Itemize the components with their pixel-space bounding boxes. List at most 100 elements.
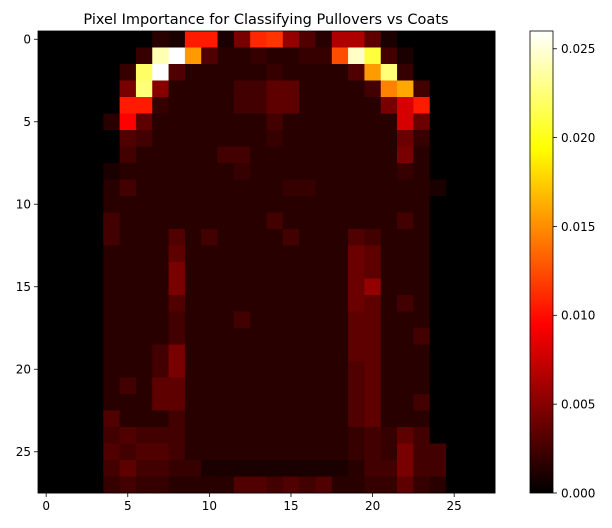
- heatmap-cell: [184, 31, 202, 48]
- heatmap-cell: [152, 295, 169, 312]
- heatmap-cell: [282, 427, 300, 444]
- heatmap-cell: [429, 64, 447, 81]
- heatmap-cell: [331, 460, 349, 477]
- heatmap-cell: [364, 394, 382, 411]
- heatmap-cell: [184, 196, 202, 213]
- heatmap-cell: [315, 64, 333, 81]
- heatmap-cell: [348, 130, 365, 147]
- heatmap-cell: [299, 146, 316, 164]
- heatmap-cell: [70, 179, 88, 197]
- heatmap-cell: [331, 47, 349, 65]
- heatmap-cell: [348, 262, 365, 279]
- heatmap-cell: [86, 394, 104, 411]
- heatmap-cell: [152, 476, 169, 494]
- heatmap-cell: [119, 278, 137, 296]
- heatmap-cell: [380, 344, 398, 362]
- heatmap-cell: [38, 361, 55, 378]
- heatmap-cell: [478, 410, 496, 428]
- heatmap-cell: [103, 80, 121, 98]
- heatmap-cell: [152, 278, 169, 296]
- heatmap-cell: [103, 130, 121, 147]
- heatmap-cell: [233, 47, 251, 65]
- heatmap-cell: [364, 97, 382, 114]
- heatmap-cell: [446, 295, 463, 312]
- heatmap-cell: [135, 344, 153, 362]
- heatmap-cell: [135, 476, 153, 494]
- heatmap-cell: [348, 460, 365, 477]
- heatmap-cell: [233, 443, 251, 461]
- heatmap-cell: [397, 196, 414, 213]
- heatmap-cell: [364, 113, 382, 131]
- heatmap-cell: [380, 427, 398, 444]
- heatmap-cell: [462, 361, 480, 378]
- heatmap-cell: [478, 361, 496, 378]
- heatmap-cell: [364, 47, 382, 65]
- heatmap-cell: [299, 179, 316, 197]
- heatmap-cell: [315, 427, 333, 444]
- heatmap-cell: [217, 262, 235, 279]
- heatmap-cell: [152, 361, 169, 378]
- heatmap-cell: [299, 97, 316, 114]
- heatmap-cell: [397, 410, 414, 428]
- heatmap-cell: [446, 64, 463, 81]
- heatmap-cell: [331, 113, 349, 131]
- heatmap-cell: [380, 460, 398, 477]
- heatmap-cell: [70, 295, 88, 312]
- heatmap-cell: [54, 146, 72, 164]
- heatmap-cell: [380, 476, 398, 494]
- heatmap-cell: [152, 212, 169, 230]
- heatmap-cell: [478, 394, 496, 411]
- heatmap-cell: [70, 146, 88, 164]
- heatmap-cell: [331, 245, 349, 263]
- heatmap-cell: [168, 163, 186, 180]
- heatmap-cell: [299, 344, 316, 362]
- heatmap-cell: [299, 212, 316, 230]
- heatmap-cell: [315, 410, 333, 428]
- heatmap-cell: [478, 47, 496, 65]
- heatmap-cell: [348, 64, 365, 81]
- chart-title: Pixel Importance for Classifying Pullove…: [83, 12, 448, 28]
- heatmap-cell: [364, 262, 382, 279]
- x-tick-label: 10: [202, 499, 217, 513]
- heatmap-cell: [168, 460, 186, 477]
- heatmap-cell: [70, 262, 88, 279]
- heatmap-cell: [103, 377, 121, 395]
- heatmap-cell: [119, 130, 137, 147]
- heatmap-cell: [266, 196, 284, 213]
- heatmap-cell: [364, 427, 382, 444]
- heatmap-cell: [462, 476, 480, 494]
- heatmap-cell: [299, 262, 316, 279]
- heatmap-cell: [299, 443, 316, 461]
- heatmap-cell: [364, 460, 382, 477]
- heatmap-cell: [217, 443, 235, 461]
- heatmap-cell: [282, 443, 300, 461]
- heatmap-cell: [380, 80, 398, 98]
- heatmap-cell: [250, 443, 267, 461]
- heatmap-cell: [135, 361, 153, 378]
- heatmap-cell: [70, 163, 88, 180]
- heatmap-cell: [86, 344, 104, 362]
- heatmap-cell: [201, 163, 218, 180]
- heatmap-cell: [70, 97, 88, 114]
- colorbar-axis: 0.000 0.005 0.010 0.015 0.020 0.025: [553, 42, 595, 500]
- heatmap-cell: [119, 146, 137, 164]
- heatmap-cell: [282, 64, 300, 81]
- heatmap-cell: [348, 427, 365, 444]
- heatmap-cell: [54, 113, 72, 131]
- heatmap-cell: [168, 394, 186, 411]
- heatmap-cell: [86, 443, 104, 461]
- heatmap-cell: [184, 229, 202, 246]
- heatmap-cell: [233, 229, 251, 246]
- heatmap-cell: [397, 295, 414, 312]
- heatmap-cell: [217, 344, 235, 362]
- heatmap-cell: [315, 476, 333, 494]
- heatmap-cell: [478, 344, 496, 362]
- heatmap-cell: [103, 295, 121, 312]
- heatmap-cell: [446, 460, 463, 477]
- heatmap-cell: [86, 427, 104, 444]
- heatmap-cell: [70, 212, 88, 230]
- heatmap-cell: [478, 31, 496, 48]
- heatmap-cell: [380, 212, 398, 230]
- heatmap-cell: [331, 344, 349, 362]
- heatmap-cell: [266, 311, 284, 329]
